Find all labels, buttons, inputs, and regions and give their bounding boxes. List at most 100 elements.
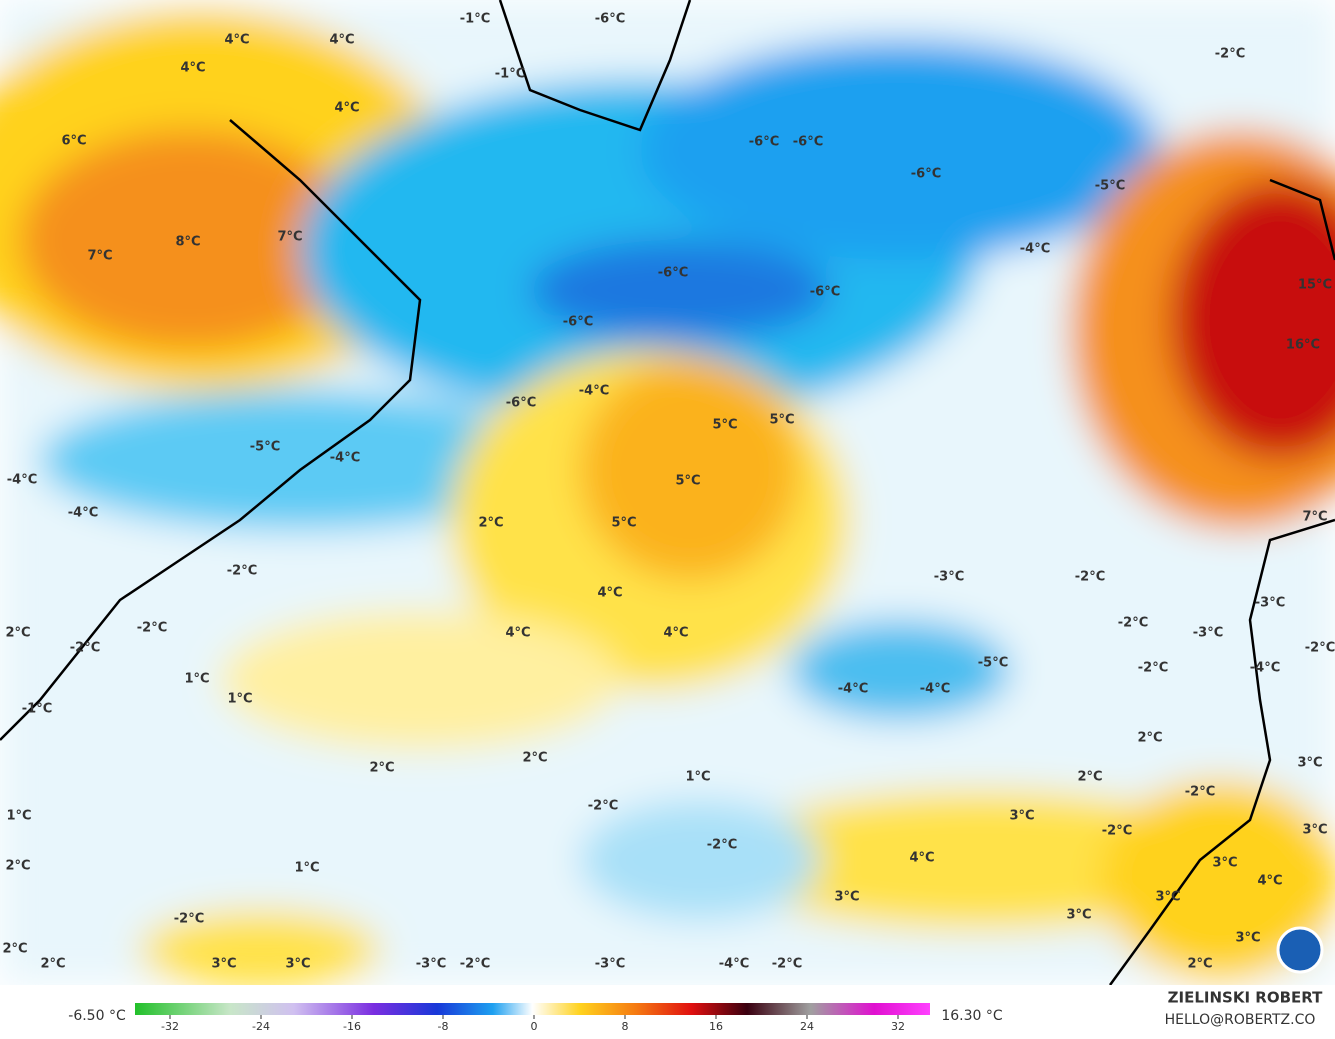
map-label: 1°C [184,672,209,687]
map-label: 2°C [2,942,27,957]
map-label: 3°C [211,957,236,972]
map-label: -4°C [719,957,749,972]
map-label: 5°C [769,413,794,428]
map-label: 3°C [1297,756,1322,771]
map-label: -5°C [1095,179,1125,194]
colorbar-min: -6.50 °C [68,1008,126,1024]
colorbar-tick-label: -16 [343,1020,361,1033]
map-label: -6°C [658,266,688,281]
map-label: -6°C [810,285,840,300]
map-label: 2°C [478,516,503,531]
map-label: 3°C [1235,931,1260,946]
map-label: 1°C [227,692,252,707]
map-label: 2°C [5,859,30,874]
map-label: 16°C [1286,338,1320,353]
map-label: 6°C [61,134,86,149]
map-label: -5°C [250,440,280,455]
map-label: -4°C [7,473,37,488]
colorbar-tick-label: -24 [252,1020,270,1033]
map-label: 2°C [369,761,394,776]
map-label: -4°C [579,384,609,399]
map-label: 4°C [663,626,688,641]
map-label: -6°C [749,135,779,150]
map-label: -2°C [707,838,737,853]
map-label: 5°C [611,516,636,531]
map-label: -2°C [227,564,257,579]
map-label: 15°C [1298,278,1332,293]
map-label: -6°C [595,12,625,27]
map-label: 5°C [675,474,700,489]
map-label: 4°C [1257,874,1282,889]
map-label: 7°C [277,230,302,245]
map-label: 3°C [1066,908,1091,923]
author: ZIELINSKI ROBERT [1168,989,1323,1007]
colorbar-tick-label: 0 [531,1020,538,1033]
map-label: -2°C [1075,570,1105,585]
map-label: -3°C [934,570,964,585]
map-label: 1°C [685,770,710,785]
map-label: 4°C [180,61,205,76]
colorbar-max: 16.30 °C [941,1008,1003,1024]
colorbar-tick-label: 32 [891,1020,905,1033]
map-label: -4°C [1020,242,1050,257]
map-label: -4°C [330,451,360,466]
map-label: -6°C [793,135,823,150]
map-label: -2°C [772,957,802,972]
map-label: 4°C [224,33,249,48]
map-label: -2°C [1185,785,1215,800]
colorbar-tick-label: -32 [161,1020,179,1033]
map-label: 4°C [909,851,934,866]
contact: HELLO@ROBERTZ.CO [1165,1012,1316,1028]
colorbar-tick-label: 16 [709,1020,723,1033]
map-label: 4°C [597,586,622,601]
map-label: 4°C [505,626,530,641]
map-label: 7°C [87,249,112,264]
map-label: -2°C [137,621,167,636]
map-label: -6°C [506,396,536,411]
map-label: -4°C [1250,661,1280,676]
map-label: -5°C [978,656,1008,671]
map-label: -2°C [1102,824,1132,839]
map-label: 2°C [1077,770,1102,785]
colorbar-tick-label: 8 [622,1020,629,1033]
map-label: -2°C [460,957,490,972]
map-label: -2°C [1118,616,1148,631]
map-label: 3°C [1212,856,1237,871]
map-label: -3°C [1193,626,1223,641]
map-label: -1°C [495,67,525,82]
field [0,0,1335,990]
map-label: -6°C [563,315,593,330]
map-label: -3°C [416,957,446,972]
map-label: 1°C [6,809,31,824]
map-label: -4°C [68,506,98,521]
map-label: 2°C [5,626,30,641]
map-label: 4°C [334,101,359,116]
map-label: -4°C [920,682,950,697]
colorbar-tick-label: 24 [800,1020,814,1033]
map-label: 2°C [40,957,65,972]
map-label: 3°C [1155,890,1180,905]
colorbar-tick-label: -8 [438,1020,449,1033]
map-label: -2°C [588,799,618,814]
map-label: -3°C [1255,596,1285,611]
map-label: -2°C [70,641,100,656]
map-label: 1°C [294,861,319,876]
map-label: 3°C [285,957,310,972]
map-label: 4°C [329,33,354,48]
map-label: -2°C [174,912,204,927]
map-label: 2°C [1137,731,1162,746]
map-label: -2°C [1305,641,1335,656]
map-label: -2°C [1215,47,1245,62]
map-label: -1°C [22,702,52,717]
map-label: 7°C [1302,510,1327,525]
map-label: 8°C [175,235,200,250]
map-label: -3°C [595,957,625,972]
map-label: 2°C [1187,957,1212,972]
colorbar [135,1003,930,1015]
map-label: -1°C [460,12,490,27]
map-label: -2°C [1138,661,1168,676]
map-label: -4°C [838,682,868,697]
map-label: 2°C [522,751,547,766]
map-label: 3°C [1009,809,1034,824]
